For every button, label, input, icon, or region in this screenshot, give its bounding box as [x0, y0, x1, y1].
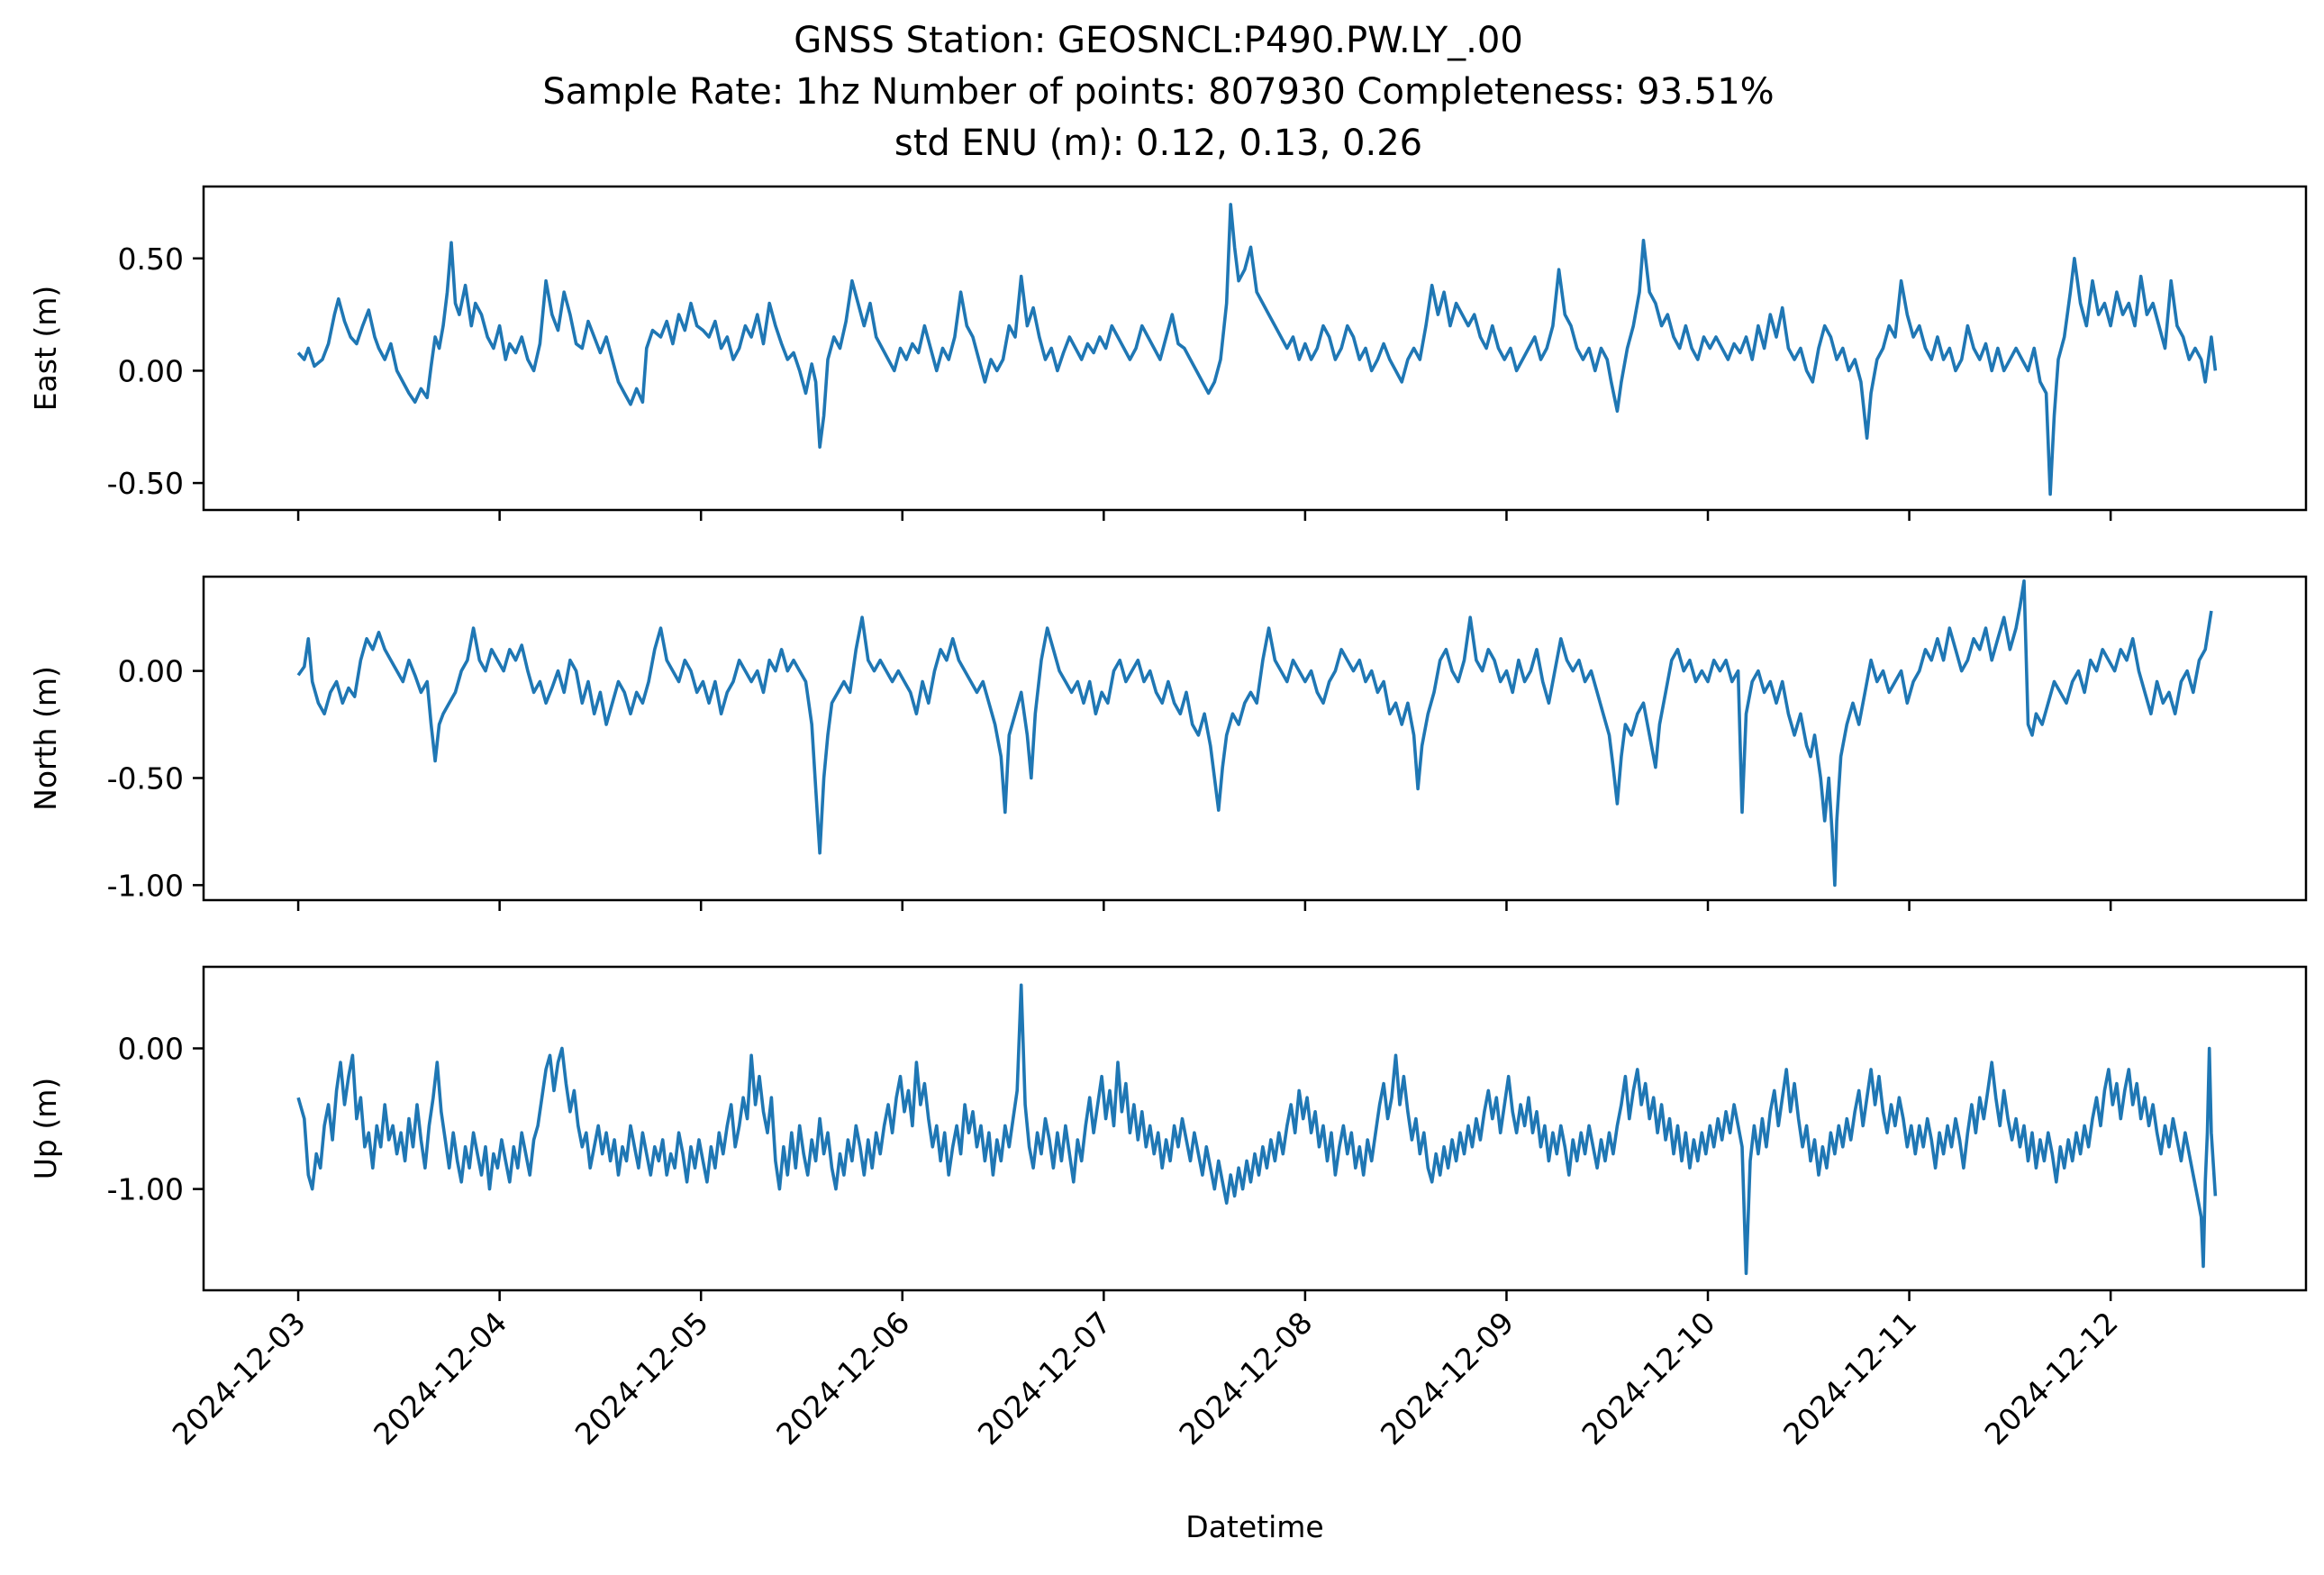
- x-axis-label: Datetime: [1185, 1509, 1323, 1544]
- east-axes-frame: [202, 185, 2308, 512]
- east-y-tick-label: 0.00: [118, 353, 184, 388]
- north-series-line: [296, 578, 2213, 888]
- east-y-tick-label: 0.50: [118, 241, 184, 277]
- north-y-tick-label: 0.00: [118, 654, 184, 689]
- up-y-tick-label: -1.00: [107, 1172, 184, 1207]
- chart-title-line-2: Sample Rate: 1hz Number of points: 80793…: [542, 71, 1774, 113]
- east-panel: 0.50 0.00 -0.50 East (m): [28, 185, 2308, 521]
- north-y-tick-label: -0.50: [107, 760, 184, 796]
- north-panel: 0.00 -0.50 -1.00 North (m): [28, 575, 2308, 911]
- up-series-line: [296, 983, 2218, 1276]
- chart-title-line-3: std ENU (m): 0.12, 0.13, 0.26: [894, 123, 1422, 164]
- east-series-line: [296, 203, 2218, 496]
- east-y-axis-label: East (m): [28, 286, 63, 412]
- up-axes-frame: [202, 965, 2308, 1292]
- up-y-tick-label: 0.00: [118, 1032, 184, 1067]
- up-y-axis-label: Up (m): [28, 1078, 63, 1180]
- east-y-tick-label: -0.50: [107, 466, 184, 501]
- up-panel: 0.00 -1.00 Up (m): [28, 965, 2308, 1301]
- north-y-axis-label: North (m): [28, 666, 63, 811]
- north-axes-frame: [202, 575, 2308, 902]
- north-y-tick-label: -1.00: [107, 868, 184, 903]
- chart-title-line-1: GNSS Station: GEOSNCL:P490.PW.LY_.00: [794, 20, 1523, 61]
